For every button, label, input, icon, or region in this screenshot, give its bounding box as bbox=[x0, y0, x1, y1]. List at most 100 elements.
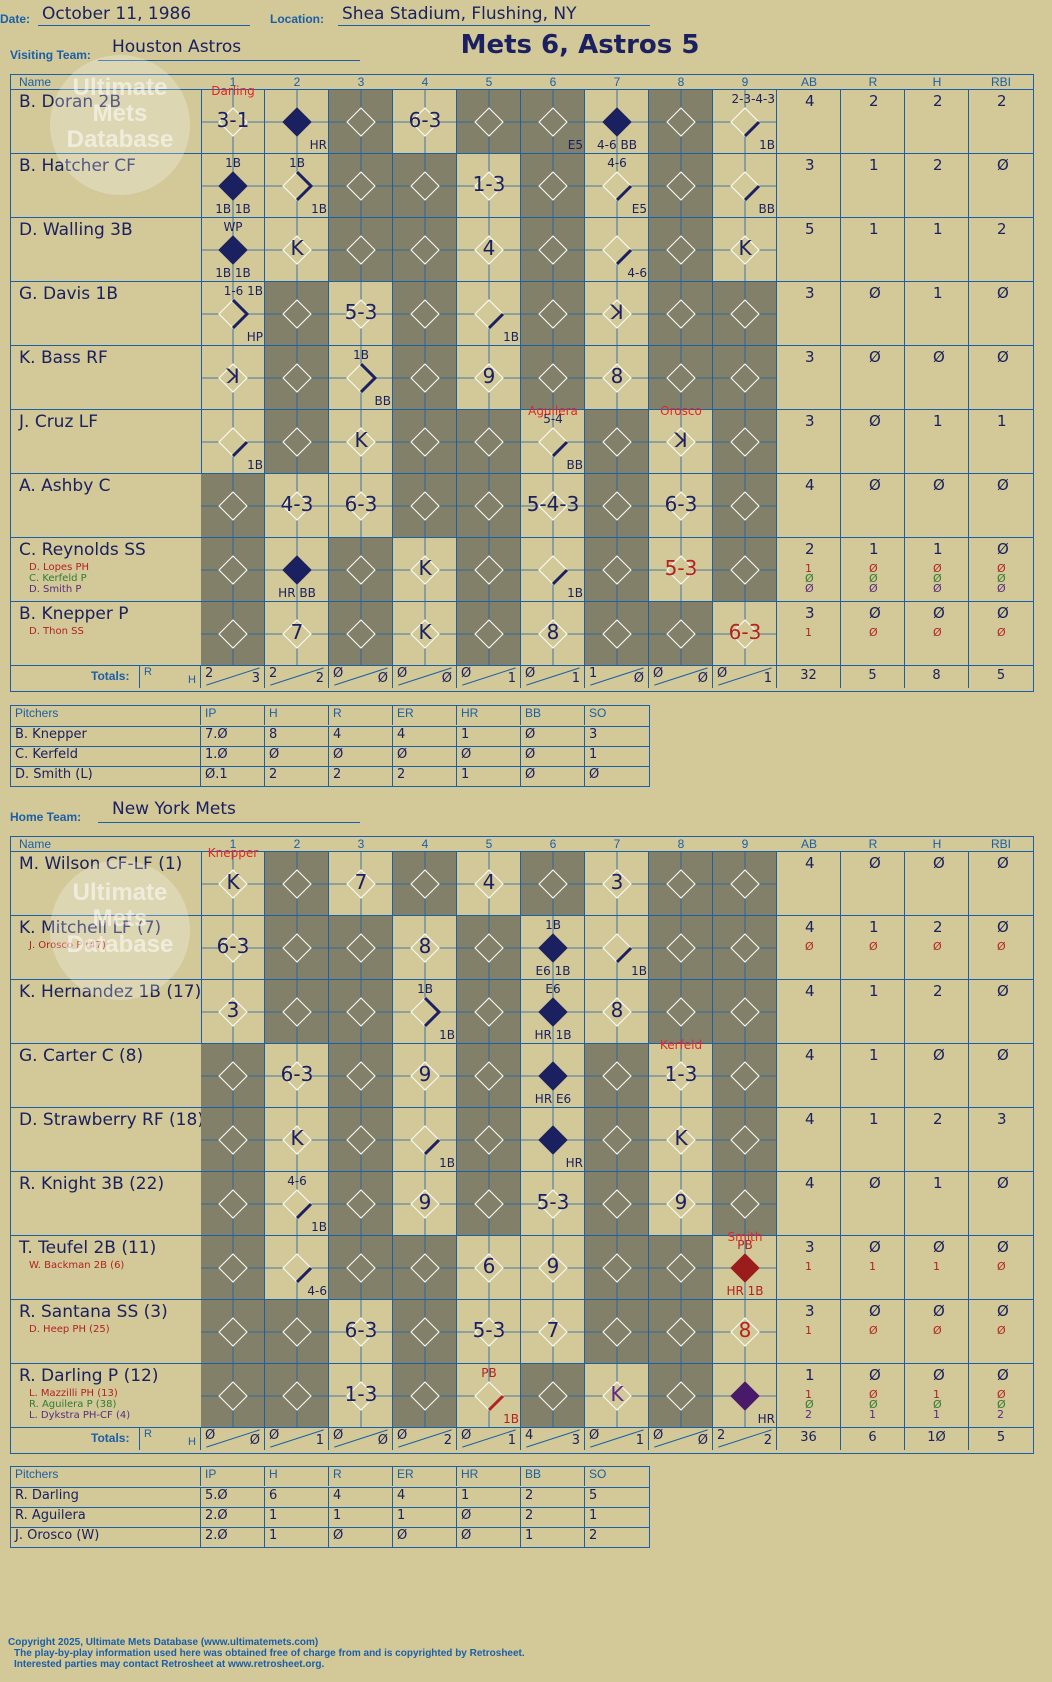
inning-cell bbox=[585, 410, 649, 474]
column-header-4: 4 bbox=[421, 837, 429, 851]
basepath-diamond bbox=[393, 282, 457, 346]
visitor-pitching-table: Pitchers IP H R ER HR BB SO B. Knepper 7.Ø 8 4 4 1 Ø 3 C… bbox=[10, 705, 650, 787]
stat-value: Ø bbox=[997, 918, 1009, 936]
pitching-header: R bbox=[329, 706, 393, 725]
play-result: 3-1 bbox=[216, 108, 250, 132]
pitching-stat: 3 bbox=[589, 727, 598, 742]
basepath-diamond bbox=[329, 980, 393, 1044]
stat-value: 1 bbox=[933, 1174, 943, 1192]
advance-note: 5-4 bbox=[543, 412, 563, 426]
basepath-diamond bbox=[393, 218, 457, 282]
inning-hits: 1 bbox=[571, 671, 580, 686]
basepath-diamond bbox=[521, 90, 585, 154]
advance-note: WP bbox=[223, 220, 243, 234]
inning-cell bbox=[393, 282, 457, 346]
pitcher-change-note: Smith bbox=[727, 1230, 763, 1244]
stat-value: 1 bbox=[869, 220, 879, 238]
base-note: 1B bbox=[759, 138, 775, 152]
player-name: G. Davis 1B bbox=[19, 284, 119, 304]
location-value: Shea Stadium, Flushing, NY bbox=[342, 4, 577, 24]
base-note: HR bbox=[309, 138, 327, 152]
inning-cell bbox=[329, 218, 393, 282]
home-team-value: New York Mets bbox=[112, 799, 236, 819]
player-name: K. Bass RF bbox=[19, 348, 108, 368]
pitching-stat: Ø bbox=[393, 747, 457, 766]
base-note: 4-6 BB bbox=[597, 138, 637, 152]
pitcher-change-note: Orosco bbox=[660, 404, 702, 418]
player-name: D. Strawberry RF (18) bbox=[19, 1110, 204, 1130]
stat-value: Ø bbox=[933, 604, 945, 622]
inning-cell bbox=[649, 218, 713, 282]
pitching-stat: 2 bbox=[393, 767, 457, 786]
inning-cell: ꓘ bbox=[649, 410, 713, 474]
stat-rbi: 2 bbox=[969, 90, 1033, 154]
basepath-diamond bbox=[521, 218, 585, 282]
pitching-stat: R. Aguilera bbox=[11, 1508, 201, 1527]
inning-runs: Ø bbox=[653, 666, 664, 681]
inning-cell bbox=[713, 410, 777, 474]
stat-ab: 4 bbox=[777, 474, 841, 538]
basepath-diamond bbox=[457, 980, 521, 1044]
play-result: K bbox=[354, 428, 368, 452]
pitching-stat: 1 bbox=[457, 1488, 521, 1507]
stat-rbi: Ø bbox=[969, 1172, 1033, 1236]
stat-h: Ø bbox=[905, 1044, 969, 1108]
stat-value: Ø bbox=[933, 572, 942, 585]
pitching-stat: Ø bbox=[329, 1528, 393, 1547]
pitching-stat: 8 bbox=[265, 727, 329, 746]
pitcher-change-note: Knepper bbox=[207, 846, 259, 860]
stat-value: Ø bbox=[869, 1366, 881, 1384]
pitcher-change-note: Darling bbox=[211, 84, 255, 98]
inning-cell bbox=[329, 90, 393, 154]
batter-row: R. Santana SS (3) D. Heep PH (25) 6-3 5-3 7 8… bbox=[11, 1299, 1033, 1364]
basepath-diamond bbox=[713, 154, 777, 218]
player-name: B. Knepper P bbox=[19, 604, 129, 624]
basepath-diamond bbox=[393, 852, 457, 916]
stat-value: Ø bbox=[869, 1174, 881, 1192]
stat-value: Ø bbox=[869, 1302, 881, 1320]
inning-cell: 8 bbox=[713, 1300, 777, 1364]
inning-cell bbox=[521, 346, 585, 410]
pitching-stat: 2 bbox=[329, 767, 393, 786]
basepath-diamond bbox=[201, 154, 265, 218]
inning-runs: Ø bbox=[205, 1428, 216, 1443]
batter-row: K. Bass RF ꓘ BB 1B 9 8 3 Ø Ø Ø bbox=[11, 345, 1033, 410]
play-result: 5-3 bbox=[664, 556, 698, 580]
inning-cell bbox=[265, 1300, 329, 1364]
stat-value: 3 bbox=[805, 412, 815, 430]
basepath-diamond bbox=[329, 154, 393, 218]
pitching-stat: 5.Ø bbox=[201, 1488, 265, 1507]
stat-value: 2 bbox=[997, 1408, 1004, 1421]
inning-cell bbox=[713, 1044, 777, 1108]
inning-hits: Ø bbox=[377, 671, 388, 686]
inning-cell bbox=[393, 410, 457, 474]
play-result: 8 bbox=[610, 364, 624, 388]
totals-row: Totals: R H 2 3 2 2 Ø Ø Ø Ø Ø 1 Ø 1 1 Ø Ø Ø Ø 1 32 5 8 5 bbox=[11, 665, 1033, 688]
inning-cell bbox=[393, 154, 457, 218]
inning-cell: 9 bbox=[649, 1172, 713, 1236]
stat-value: Ø bbox=[933, 940, 942, 953]
stat-rbi: Ø bbox=[969, 1044, 1033, 1108]
totals-row: Totals: R H Ø Ø Ø 1 Ø Ø Ø 2 Ø 1 4 3 Ø 1 Ø Ø 2 2 36 6 1Ø 5 bbox=[11, 1427, 1033, 1450]
rh-h: H bbox=[188, 1436, 196, 1448]
total-r: 6 bbox=[841, 1428, 905, 1450]
basepath-diamond bbox=[265, 602, 329, 666]
basepath-diamond bbox=[585, 1236, 649, 1300]
stat-value: Ø bbox=[805, 1398, 814, 1411]
basepath-diamond bbox=[521, 410, 585, 474]
basepath-diamond bbox=[649, 346, 713, 410]
basepath-diamond bbox=[585, 916, 649, 980]
inning-cell bbox=[265, 1364, 329, 1428]
basepath-diamond bbox=[713, 1236, 777, 1300]
pitching-stat: 2.Ø bbox=[201, 1528, 265, 1547]
play-result: 1-3 bbox=[472, 172, 506, 196]
inning-cell bbox=[457, 90, 521, 154]
